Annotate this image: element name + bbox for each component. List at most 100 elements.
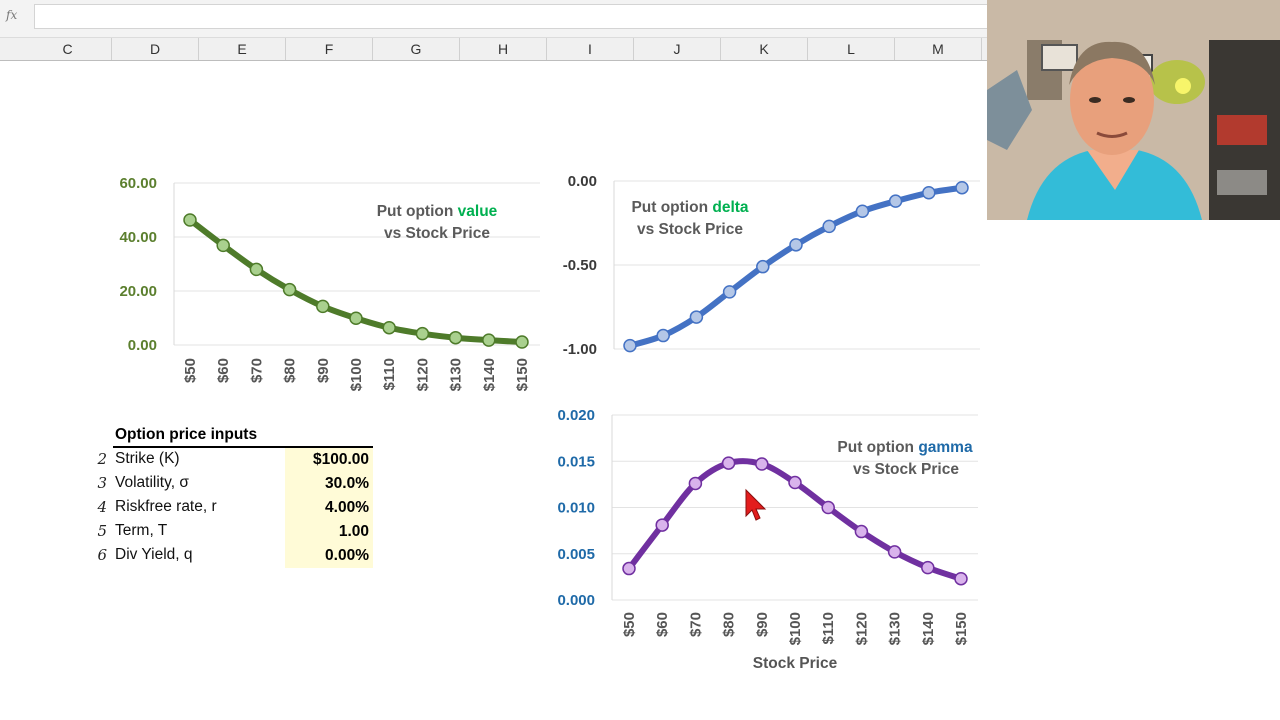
data-point[interactable] — [382, 320, 396, 335]
riskfree-value-cell[interactable]: 4.00% — [285, 496, 373, 520]
chart-title-prefix: Put option — [631, 199, 712, 216]
presenter-neck — [1087, 150, 1139, 190]
divyield-value-cell[interactable]: 0.00% — [285, 544, 373, 568]
x-tick-label: $130 — [887, 612, 904, 645]
data-point[interactable] — [689, 310, 704, 324]
inputs-header: Option price inputs — [115, 426, 258, 443]
option-inputs-table: Option price inputs 2 Strike (K) $100.00… — [85, 424, 385, 574]
strike-value-cell[interactable]: $100.00 — [285, 448, 373, 472]
data-point[interactable] — [249, 262, 264, 277]
x-tick-label: $110 — [381, 358, 398, 391]
x-tick-label: $100 — [348, 358, 365, 391]
data-point[interactable] — [887, 545, 902, 559]
y-tick-label: 0.000 — [557, 592, 595, 609]
x-axis-label: Stock Price — [753, 655, 838, 672]
data-point[interactable] — [655, 518, 669, 532]
data-point[interactable] — [955, 180, 969, 195]
input-row-term: 5 Term, T 1.00 — [85, 520, 375, 544]
presenter-eye — [1089, 97, 1101, 103]
row-label: Div Yield, q — [115, 546, 193, 563]
webcam-video — [987, 0, 1280, 220]
presenter-eye — [1123, 97, 1135, 103]
turtle-eye — [1175, 78, 1191, 94]
x-tick-label: $50 — [621, 612, 638, 637]
books — [1217, 170, 1267, 195]
data-point[interactable] — [789, 238, 803, 252]
chart-title-value: Put option value — [377, 203, 498, 220]
formula-input[interactable] — [34, 4, 987, 29]
column-header-row: C D E F G H I J K L M — [0, 38, 987, 61]
column-header-l[interactable]: L — [808, 38, 895, 60]
column-header-g[interactable]: G — [373, 38, 460, 60]
x-tick-label: $150 — [514, 358, 531, 391]
data-point[interactable] — [921, 560, 935, 575]
x-tick-label: $100 — [787, 612, 804, 645]
data-point[interactable] — [756, 259, 770, 274]
data-point[interactable] — [622, 561, 636, 576]
presenter-hair — [1069, 41, 1155, 85]
data-point[interactable] — [282, 282, 297, 297]
column-header-m[interactable]: M — [895, 38, 982, 60]
data-point[interactable] — [855, 204, 870, 218]
column-header-f[interactable]: F — [286, 38, 373, 60]
data-point[interactable] — [721, 456, 736, 470]
x-tick-label: $90 — [315, 358, 332, 383]
data-point[interactable] — [415, 326, 430, 341]
x-tick-label: $50 — [182, 358, 199, 383]
data-point[interactable] — [656, 328, 670, 343]
data-point[interactable] — [623, 338, 637, 353]
x-tick-label: $60 — [215, 358, 232, 383]
x-tick-label: $120 — [414, 358, 431, 391]
data-point[interactable] — [515, 335, 529, 349]
column-header-c[interactable]: C — [24, 38, 112, 60]
books — [1217, 115, 1267, 145]
data-point[interactable] — [448, 330, 463, 345]
data-point[interactable] — [722, 285, 737, 299]
formula-bar: fx — [0, 0, 987, 38]
y-tick-label: 0.005 — [557, 546, 595, 563]
data-point[interactable] — [821, 500, 835, 515]
column-header-k[interactable]: K — [721, 38, 808, 60]
y-tick-label: 20.00 — [119, 283, 157, 300]
data-point[interactable] — [854, 524, 869, 539]
data-point[interactable] — [922, 186, 936, 200]
column-header-j[interactable]: J — [634, 38, 721, 60]
column-header-h[interactable]: H — [460, 38, 547, 60]
x-tick-label: $80 — [282, 358, 299, 383]
input-row-divyield: 6 Div Yield, q 0.00% — [85, 544, 375, 568]
data-point[interactable] — [954, 571, 968, 586]
data-point[interactable] — [316, 299, 330, 314]
chart-title-prefix: Put option — [377, 203, 458, 220]
y-tick-label: -1.00 — [563, 341, 597, 358]
row-number: 3 — [97, 474, 107, 492]
column-header-e[interactable]: E — [199, 38, 286, 60]
volatility-value-cell[interactable]: 30.0% — [285, 472, 373, 496]
x-tick-label: $130 — [448, 358, 465, 391]
chart-title-keyword: value — [458, 203, 498, 220]
lamp — [987, 70, 1032, 150]
header-underline — [113, 446, 373, 448]
fx-icon[interactable]: fx — [6, 8, 18, 22]
y-tick-label: 60.00 — [119, 175, 157, 192]
presenter-face — [1070, 45, 1154, 155]
data-point[interactable] — [183, 213, 197, 227]
data-point[interactable] — [688, 476, 703, 491]
column-header-d[interactable]: D — [112, 38, 199, 60]
x-tick-label: $120 — [853, 612, 870, 645]
data-point[interactable] — [788, 475, 802, 490]
data-point[interactable] — [755, 457, 769, 471]
column-header-i[interactable]: I — [547, 38, 634, 60]
data-point[interactable] — [482, 333, 496, 347]
data-point[interactable] — [216, 238, 230, 253]
x-tick-label: $60 — [654, 612, 671, 637]
presenter-image — [987, 0, 1280, 220]
chart-subtitle-delta: vs Stock Price — [637, 221, 743, 238]
data-point[interactable] — [888, 194, 903, 208]
data-point[interactable] — [349, 311, 363, 326]
data-point[interactable] — [822, 219, 836, 234]
term-value-cell[interactable]: 1.00 — [285, 520, 373, 544]
y-tick-label: 0.020 — [557, 407, 595, 424]
